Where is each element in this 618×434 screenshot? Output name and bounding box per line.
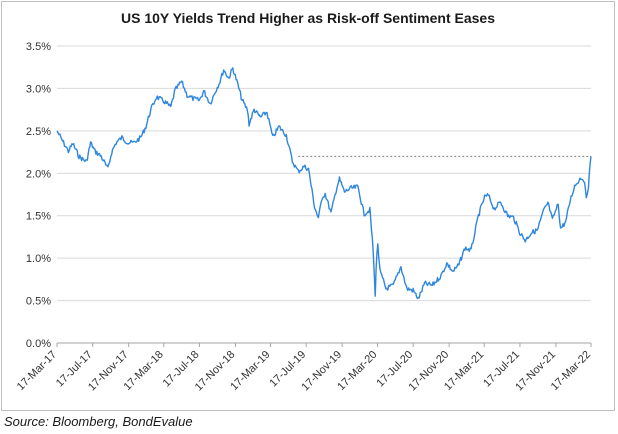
y-tick-label: 0.5% <box>26 296 51 308</box>
series-line <box>56 67 592 300</box>
x-axis-tick-labels: 17-Mar-1717-Jul-1717-Nov-1717-Mar-1817-J… <box>15 343 593 393</box>
x-tick-label: 17-Mar-17 <box>15 349 59 393</box>
y-tick-label: 3.5% <box>26 41 51 53</box>
source-note: Source: Bloomberg, BondEvalue <box>4 414 193 429</box>
y-tick-label: 3.0% <box>26 83 51 95</box>
chart-title: US 10Y Yields Trend Higher as Risk-off S… <box>121 10 495 26</box>
y-tick-label: 2.5% <box>26 126 51 138</box>
y-tick-label: 1.5% <box>26 211 51 223</box>
gridlines <box>57 45 591 344</box>
line-chart: 0.0% 0.5% 1.0% 1.5% 2.0% 2.5% 3.0% 3.5% 17-Mar-… <box>15 41 593 393</box>
y-axis-tick-labels: 0.0% 0.5% 1.0% 1.5% 2.0% 2.5% 3.0% 3.5% <box>26 41 51 350</box>
series-group <box>56 67 592 300</box>
y-tick-label: 0.0% <box>26 338 51 350</box>
y-tick-label: 2.0% <box>26 168 51 180</box>
y-tick-label: 1.0% <box>26 253 51 265</box>
